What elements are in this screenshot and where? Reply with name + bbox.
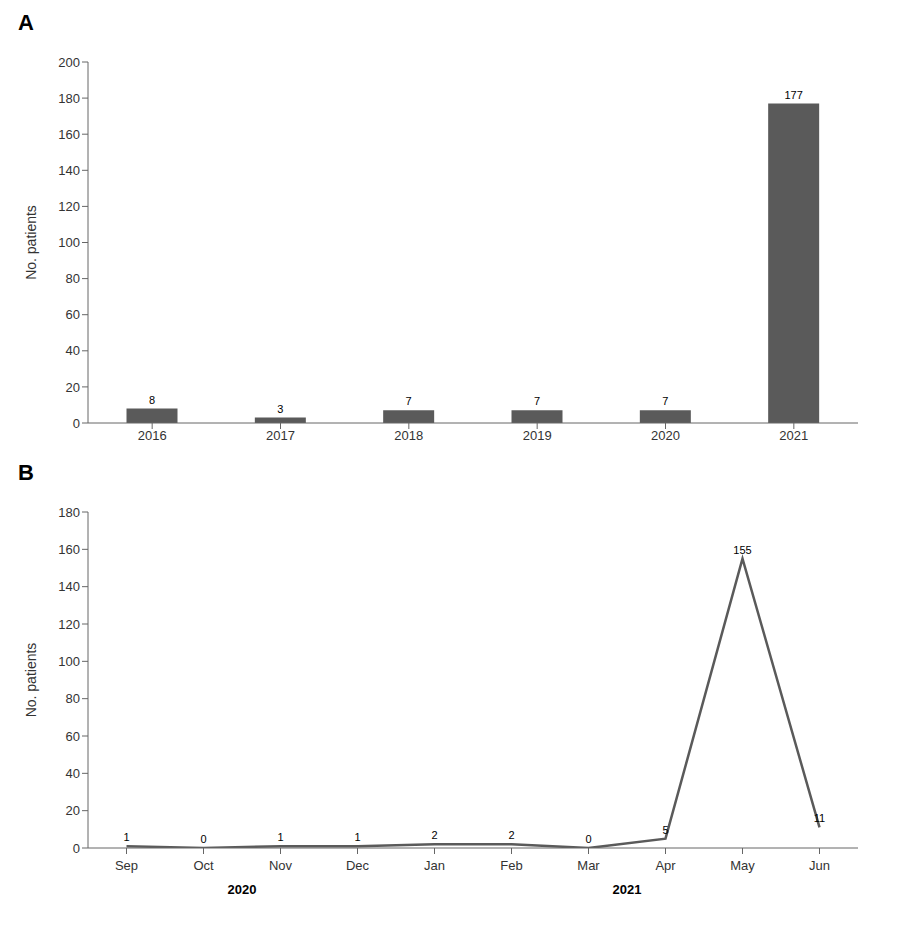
html-text:B: B bbox=[18, 460, 34, 485]
svg-text:2020: 2020 bbox=[228, 882, 257, 897]
svg-text:140: 140 bbox=[58, 163, 80, 178]
svg-text:7: 7 bbox=[534, 395, 540, 407]
svg-text:2021: 2021 bbox=[613, 882, 642, 897]
svg-text:2020: 2020 bbox=[651, 428, 680, 443]
svg-text:3: 3 bbox=[277, 403, 283, 415]
svg-text:1: 1 bbox=[277, 831, 283, 843]
svg-text:7: 7 bbox=[406, 395, 412, 407]
svg-text:60: 60 bbox=[66, 729, 80, 744]
svg-text:177: 177 bbox=[784, 89, 802, 101]
svg-text:Mar: Mar bbox=[577, 858, 600, 873]
svg-text:2: 2 bbox=[431, 829, 437, 841]
svg-text:140: 140 bbox=[58, 579, 80, 594]
svg-text:0: 0 bbox=[585, 833, 591, 845]
svg-text:2017: 2017 bbox=[266, 428, 295, 443]
svg-text:Dec: Dec bbox=[346, 858, 370, 873]
svg-text:160: 160 bbox=[58, 542, 80, 557]
svg-text:2018: 2018 bbox=[394, 428, 423, 443]
svg-text:200: 200 bbox=[58, 55, 80, 70]
svg-text:120: 120 bbox=[58, 199, 80, 214]
svg-text:2019: 2019 bbox=[523, 428, 552, 443]
svg-text:60: 60 bbox=[66, 307, 80, 322]
svg-text:May: May bbox=[730, 858, 755, 873]
svg-text:160: 160 bbox=[58, 127, 80, 142]
svg-text:120: 120 bbox=[58, 617, 80, 632]
svg-text:Apr: Apr bbox=[655, 858, 676, 873]
svg-text:1: 1 bbox=[354, 831, 360, 843]
svg-text:20: 20 bbox=[66, 803, 80, 818]
svg-text:100: 100 bbox=[58, 235, 80, 250]
svg-text:Feb: Feb bbox=[500, 858, 522, 873]
svg-text:2021: 2021 bbox=[779, 428, 808, 443]
svg-text:80: 80 bbox=[66, 271, 80, 286]
html-text:A: A bbox=[18, 10, 34, 35]
svg-text:0: 0 bbox=[73, 841, 80, 856]
svg-text:Jan: Jan bbox=[424, 858, 445, 873]
svg-text:180: 180 bbox=[58, 91, 80, 106]
svg-text:11: 11 bbox=[814, 812, 825, 824]
svg-text:80: 80 bbox=[66, 691, 80, 706]
svg-text:2016: 2016 bbox=[138, 428, 167, 443]
svg-text:40: 40 bbox=[66, 766, 80, 781]
svg-text:Oct: Oct bbox=[193, 858, 214, 873]
svg-text:0: 0 bbox=[200, 833, 206, 845]
svg-text:0: 0 bbox=[73, 416, 80, 431]
svg-text:Sep: Sep bbox=[115, 858, 138, 873]
svg-text:100: 100 bbox=[58, 654, 80, 669]
svg-text:40: 40 bbox=[66, 343, 80, 358]
svg-text:Nov: Nov bbox=[269, 858, 293, 873]
svg-text:Jun: Jun bbox=[809, 858, 830, 873]
svg-text:7: 7 bbox=[662, 395, 668, 407]
svg-text:180: 180 bbox=[58, 505, 80, 520]
svg-text:1: 1 bbox=[123, 831, 129, 843]
svg-text:155: 155 bbox=[733, 544, 751, 556]
svg-text:8: 8 bbox=[149, 394, 155, 406]
svg-text:5: 5 bbox=[662, 824, 668, 836]
svg-text:20: 20 bbox=[66, 380, 80, 395]
svg-text:No. patients: No. patients bbox=[23, 205, 39, 280]
svg-text:No. patients: No. patients bbox=[23, 643, 39, 718]
svg-text:2: 2 bbox=[508, 829, 514, 841]
